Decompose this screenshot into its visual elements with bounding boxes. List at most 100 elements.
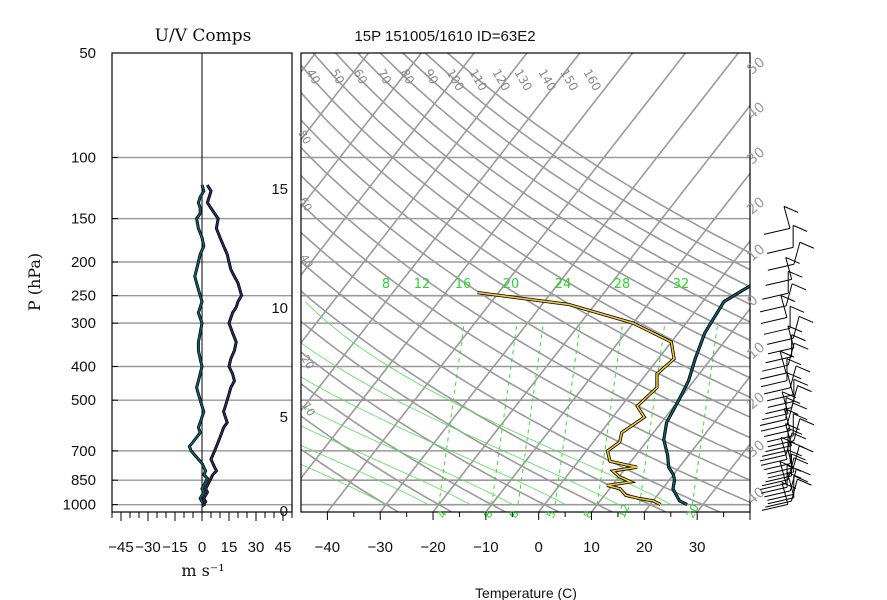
isotherm-side-label: 80: [295, 128, 313, 147]
dry-adiabat: [402, 53, 750, 288]
mixing-ratio-label: 16: [455, 277, 472, 292]
mixing-ratio-line: [596, 323, 624, 505]
adiabat-right-label: 10: [744, 339, 768, 363]
isotherm-top-label: 90: [421, 67, 441, 87]
wind-barb: [763, 305, 805, 335]
wind-barb-flag: [785, 256, 800, 264]
isotherm-line: [301, 53, 370, 141]
uv-xtick-label: 15: [221, 539, 238, 556]
dry-adiabat: [301, 260, 721, 512]
wind-barb-flag: [785, 397, 801, 404]
wind-barb-staff: [790, 479, 798, 502]
isotherm-line: [301, 53, 528, 344]
isotherm-side-label: 40: [297, 252, 315, 271]
wind-barb-flag: [787, 449, 803, 457]
wind-barb-tail: [761, 503, 789, 511]
mixing-ratio-line: [554, 323, 581, 505]
wind-barb: [765, 256, 800, 286]
skewt-xtick-label: −10: [473, 539, 498, 556]
wind-barb: [764, 365, 811, 395]
wind-barb-tail: [767, 394, 794, 402]
moist-adiabat-label: 8: [507, 508, 522, 520]
wind-barb: [759, 432, 807, 462]
wind-barb: [761, 481, 797, 511]
wind-barb-flag: [797, 478, 812, 486]
profile-line: [662, 285, 750, 506]
wind-barb-staff: [780, 295, 788, 318]
wind-barb-tail: [765, 278, 792, 286]
wind-barb: [767, 325, 803, 355]
height-km-label: 10: [271, 300, 288, 317]
isotherm-line: [301, 53, 581, 412]
mixing-ratio-label: 32: [673, 277, 690, 292]
height-km-label: 5: [280, 409, 288, 426]
wind-barb-staff: [793, 242, 801, 265]
skewt-x-ticks: −40 −30 −20 −10 0 10 20 30: [315, 512, 751, 556]
isotherm-line: [301, 53, 422, 209]
adiabat-right-label: 40: [744, 99, 768, 123]
wind-barb-staff: [779, 351, 787, 374]
wind-barb-tail: [759, 483, 787, 491]
wind-barb-flag: [784, 408, 799, 415]
wind-barb-flag: [793, 475, 809, 483]
wind-barb-tail: [767, 493, 794, 501]
wind-barb: [760, 295, 796, 324]
wind-barb-tail: [764, 463, 791, 471]
moist-adiabat-label: 4: [435, 508, 450, 520]
wind-barb-tail: [763, 327, 791, 335]
wind-barb-flag: [793, 342, 809, 350]
mixing-ratio-line: [491, 323, 518, 505]
wind-barb-flag: [799, 241, 815, 249]
wind-barb-tail: [767, 263, 795, 271]
wind-barb: [763, 205, 799, 235]
mixing-ratio-line: [691, 323, 719, 505]
wind-barb-flag: [787, 427, 803, 435]
moist-adiabat: [301, 342, 619, 505]
wind-barb-tail: [760, 458, 788, 466]
wind-barb-staff: [787, 449, 795, 473]
dry-adiabat: [312, 53, 750, 360]
isotherm-top-label: 50: [327, 67, 347, 87]
wind-barb: [762, 270, 803, 300]
isotherm-side-label: 20: [298, 353, 316, 372]
uv-pressure-tick-label: 300: [71, 315, 96, 332]
isotherm-top-label: 40: [303, 67, 323, 87]
adiabat-right-label: 20: [744, 389, 768, 413]
wind-barb-tail: [767, 497, 794, 505]
mixing-ratio-lines: [301, 301, 719, 505]
wind-barb-tail: [759, 419, 787, 426]
uv-xlabel: m s⁻¹: [181, 561, 224, 580]
uv-pressure-tick-label: 700: [71, 443, 96, 460]
isotherm-line: [432, 104, 750, 512]
dry-adiabat: [301, 382, 506, 512]
dry-adiabat: [301, 63, 750, 379]
uv-xtick-label: −30: [135, 539, 160, 556]
wind-barb-staff: [785, 283, 793, 306]
mixing-ratio-label: 28: [614, 277, 631, 292]
isotherm-line: [485, 172, 750, 512]
uv-pressure-tick-label: 850: [71, 472, 96, 489]
wind-barb-tail: [760, 486, 788, 494]
wind-barb-tail: [765, 407, 792, 415]
wind-barb-flag: [787, 372, 802, 380]
isotherm-line: [749, 510, 750, 512]
moist-adiabat-label: 5: [544, 508, 559, 520]
wind-barb-tail: [763, 227, 791, 235]
wind-barb-flag: [793, 457, 809, 465]
dry-adiabat: [301, 91, 750, 399]
uv-pressure-tick-label: 400: [71, 359, 96, 376]
wind-barb-staff: [793, 418, 801, 441]
uv-pressure-tick-label: 250: [71, 288, 96, 305]
skewt-xtick-label: 0: [535, 539, 543, 556]
moist-adiabat: [301, 444, 429, 505]
dry-adiabat: [301, 174, 750, 460]
wind-barb: [759, 350, 795, 380]
wind-barb-flag: [779, 461, 795, 469]
wind-barb-staff: [786, 372, 794, 395]
wind-barb-staff: [783, 206, 791, 229]
wind-barb-staff: [783, 408, 791, 431]
dry-adiabat: [301, 320, 613, 512]
wind-barb-tail: [767, 347, 794, 355]
wind-barb: [762, 342, 809, 372]
skewt-xtick-label: 10: [583, 539, 600, 556]
